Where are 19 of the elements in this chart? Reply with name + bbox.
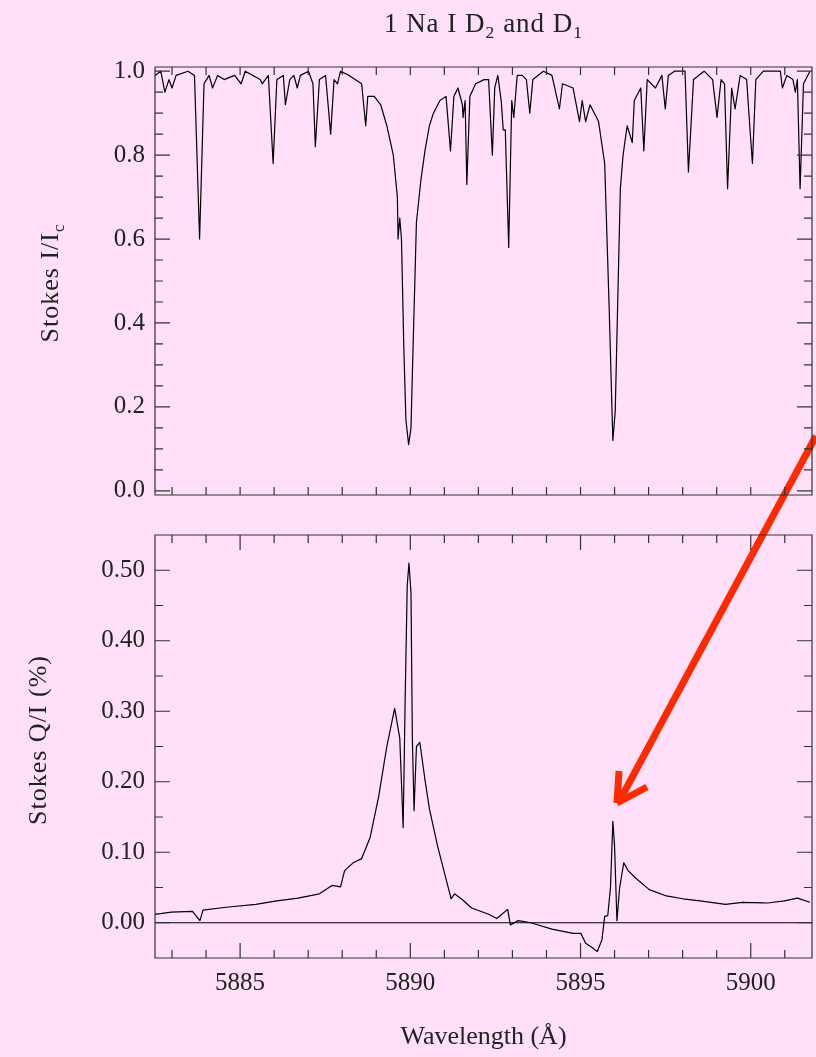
y-tick-label: 0.30 [101,695,145,723]
x-tick-label: 5890 [385,967,436,995]
y-tick-label: 0.2 [113,391,145,419]
y-tick-label: 0.00 [101,907,145,935]
y-tick-label: 0.4 [113,307,146,335]
x-axis-title: Wavelength (Å) [400,1021,567,1051]
y-axis-title: Stokes Q/I (%) [23,655,53,825]
y-tick-label: 0.8 [113,139,145,167]
y-tick-label: 0.50 [101,554,145,582]
x-tick-label: 5895 [555,967,606,995]
chart-title: 1 Na I D$_{2}$ and D$_{1}$ [382,8,585,44]
y-tick-label: 0.6 [113,223,145,251]
y-tick-label: 0.0 [113,475,145,503]
y-tick-label: 1.0 [113,55,145,83]
x-tick-label: 5900 [725,967,776,995]
y-tick-label: 0.10 [101,836,145,864]
y-tick-label: 0.20 [101,766,145,794]
y-tick-label: 0.40 [101,625,145,653]
x-tick-label: 5885 [215,967,266,995]
